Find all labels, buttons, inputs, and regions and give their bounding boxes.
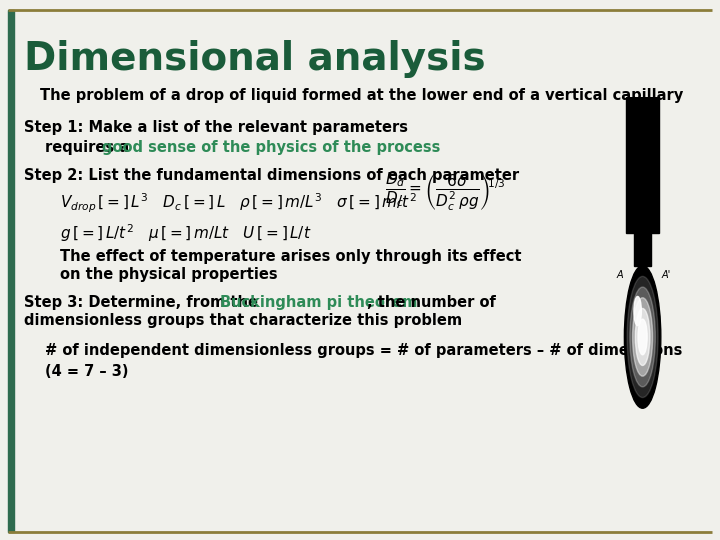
Text: Step 2: List the fundamental dimensions of each parameter: Step 2: List the fundamental dimensions … <box>24 168 519 183</box>
Text: The effect of temperature arises only through its effect: The effect of temperature arises only th… <box>60 249 521 264</box>
Circle shape <box>633 298 652 376</box>
Circle shape <box>624 266 661 408</box>
Text: Step 3: Determine, from the: Step 3: Determine, from the <box>24 295 263 310</box>
Circle shape <box>638 319 647 355</box>
Bar <box>634 233 651 266</box>
Bar <box>8 10 14 532</box>
Text: The problem of a drop of liquid formed at the lower end of a vertical capillary: The problem of a drop of liquid formed a… <box>40 88 683 103</box>
Circle shape <box>627 276 658 397</box>
Text: A: A <box>616 271 623 280</box>
Text: dimensionless groups that characterize this problem: dimensionless groups that characterize t… <box>24 313 462 328</box>
Text: good sense of the physics of the process: good sense of the physics of the process <box>102 140 441 155</box>
Text: $g\,[=]\,L/t^2 \quad \mu\,[=]\,m/Lt \quad U\,[=]\,L/t$: $g\,[=]\,L/t^2 \quad \mu\,[=]\,m/Lt \qua… <box>60 222 312 244</box>
Text: A': A' <box>661 271 670 280</box>
Text: $\dfrac{D_d}{D_c} = \left(\dfrac{6\sigma}{D_c^2\,\rho g}\right)^{\!\!1/3}$: $\dfrac{D_d}{D_c} = \left(\dfrac{6\sigma… <box>385 170 506 213</box>
Text: requires a: requires a <box>45 140 134 155</box>
Circle shape <box>635 308 650 366</box>
Circle shape <box>634 296 642 326</box>
Text: Step 1: Make a list of the relevant parameters: Step 1: Make a list of the relevant para… <box>24 120 408 135</box>
Text: Buckingham pi theorem: Buckingham pi theorem <box>220 295 418 310</box>
Text: on the physical properties: on the physical properties <box>60 267 278 282</box>
Text: Dimensional analysis: Dimensional analysis <box>24 40 485 78</box>
Circle shape <box>630 287 655 387</box>
Text: # of independent dimensionless groups = # of parameters – # of dimensions: # of independent dimensionless groups = … <box>45 343 683 358</box>
Text: (4 = 7 – 3): (4 = 7 – 3) <box>45 364 128 379</box>
Bar <box>626 97 660 233</box>
Text: $V_{drop}\,[=]\,L^3 \quad D_c\,[=]\,L \quad \rho\,[=]\,m/L^3 \quad \sigma\,[=]\,: $V_{drop}\,[=]\,L^3 \quad D_c\,[=]\,L \q… <box>60 192 417 215</box>
Text: , the number of: , the number of <box>367 295 496 310</box>
